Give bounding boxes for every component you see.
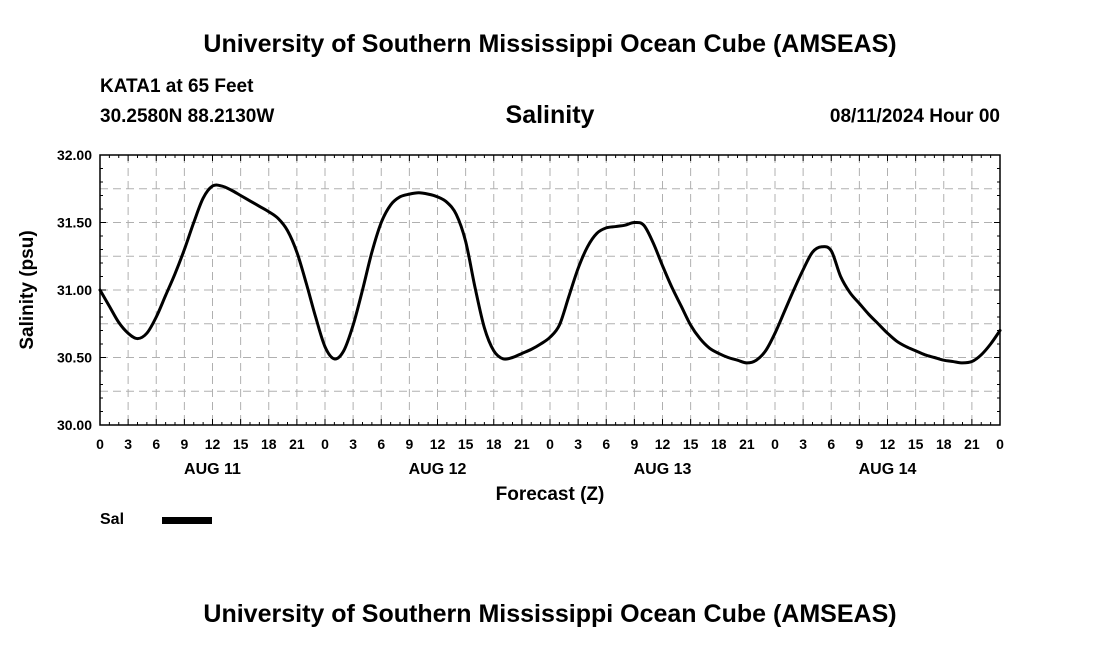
x-tick-label: 0 (321, 436, 329, 452)
x-tick-label: 12 (655, 436, 671, 452)
date-label: AUG 12 (409, 461, 467, 478)
x-axis-title: Forecast (Z) (496, 484, 605, 505)
x-tick-label: 15 (683, 436, 699, 452)
x-tick-label: 3 (349, 436, 357, 452)
x-tick-label: 3 (124, 436, 132, 452)
x-tick-label: 9 (855, 436, 863, 452)
x-tick-label: 18 (486, 436, 502, 452)
x-tick-label: 12 (430, 436, 446, 452)
x-tick-label: 15 (908, 436, 924, 452)
x-tick-label: 12 (205, 436, 221, 452)
x-tick-label: 0 (996, 436, 1004, 452)
x-tick-label: 15 (458, 436, 474, 452)
variable-title: Salinity (505, 101, 595, 129)
station-label: KATA1 at 65 Feet (100, 76, 254, 97)
series-line-sal (98, 183, 1002, 365)
x-tick-label: 21 (514, 436, 530, 452)
legend-swatch (162, 517, 212, 524)
forecast-issue-time: 08/11/2024 Hour 00 (829, 106, 1000, 127)
x-tick-label: 9 (180, 436, 188, 452)
x-tick-label: 6 (377, 436, 385, 452)
x-tick-label: 9 (630, 436, 638, 452)
y-tick-label: 32.00 (57, 147, 92, 163)
station-coordinates: 30.2580N 88.2130W (100, 106, 275, 127)
legend-label: Sal (100, 511, 125, 528)
x-tick-label: 15 (233, 436, 249, 452)
x-tick-label: 6 (827, 436, 835, 452)
x-tick-label: 3 (799, 436, 807, 452)
x-tick-label: 6 (152, 436, 160, 452)
x-tick-label: 18 (711, 436, 727, 452)
x-tick-label: 21 (964, 436, 980, 452)
y-tick-label: 30.00 (57, 417, 92, 433)
chart-title-bottom: University of Southern Mississippi Ocean… (203, 600, 897, 628)
x-tick-label: 0 (771, 436, 779, 452)
x-tick-label: 3 (574, 436, 582, 452)
x-tick-label: 18 (261, 436, 277, 452)
label-layer: 0 3 6 9 12 15 18 21 0 3 6 9 12 15 18 21 0 3 6 9 12 15 18 21 0 3 6 9… (57, 147, 1004, 478)
y-tick-label: 31.00 (57, 282, 92, 298)
x-tick-label: 9 (405, 436, 413, 452)
y-tick-label: 30.50 (57, 350, 92, 366)
x-tick-label: 21 (289, 436, 305, 452)
x-tick-label: 21 (739, 436, 755, 452)
date-label: AUG 13 (634, 461, 692, 478)
date-label: AUG 14 (859, 461, 917, 478)
y-tick-label: 31.50 (57, 215, 92, 231)
x-tick-label: 18 (936, 436, 952, 452)
x-tick-label: 6 (602, 436, 610, 452)
x-tick-label: 0 (96, 436, 104, 452)
x-tick-label: 0 (546, 436, 554, 452)
date-label: AUG 11 (184, 461, 241, 478)
grid-layer (100, 155, 1000, 425)
x-tick-label: 12 (880, 436, 896, 452)
chart-title-top: University of Southern Mississippi Ocean… (203, 30, 897, 58)
tick-layer (99, 154, 1001, 426)
y-axis-title: Salinity (psu) (17, 230, 38, 349)
